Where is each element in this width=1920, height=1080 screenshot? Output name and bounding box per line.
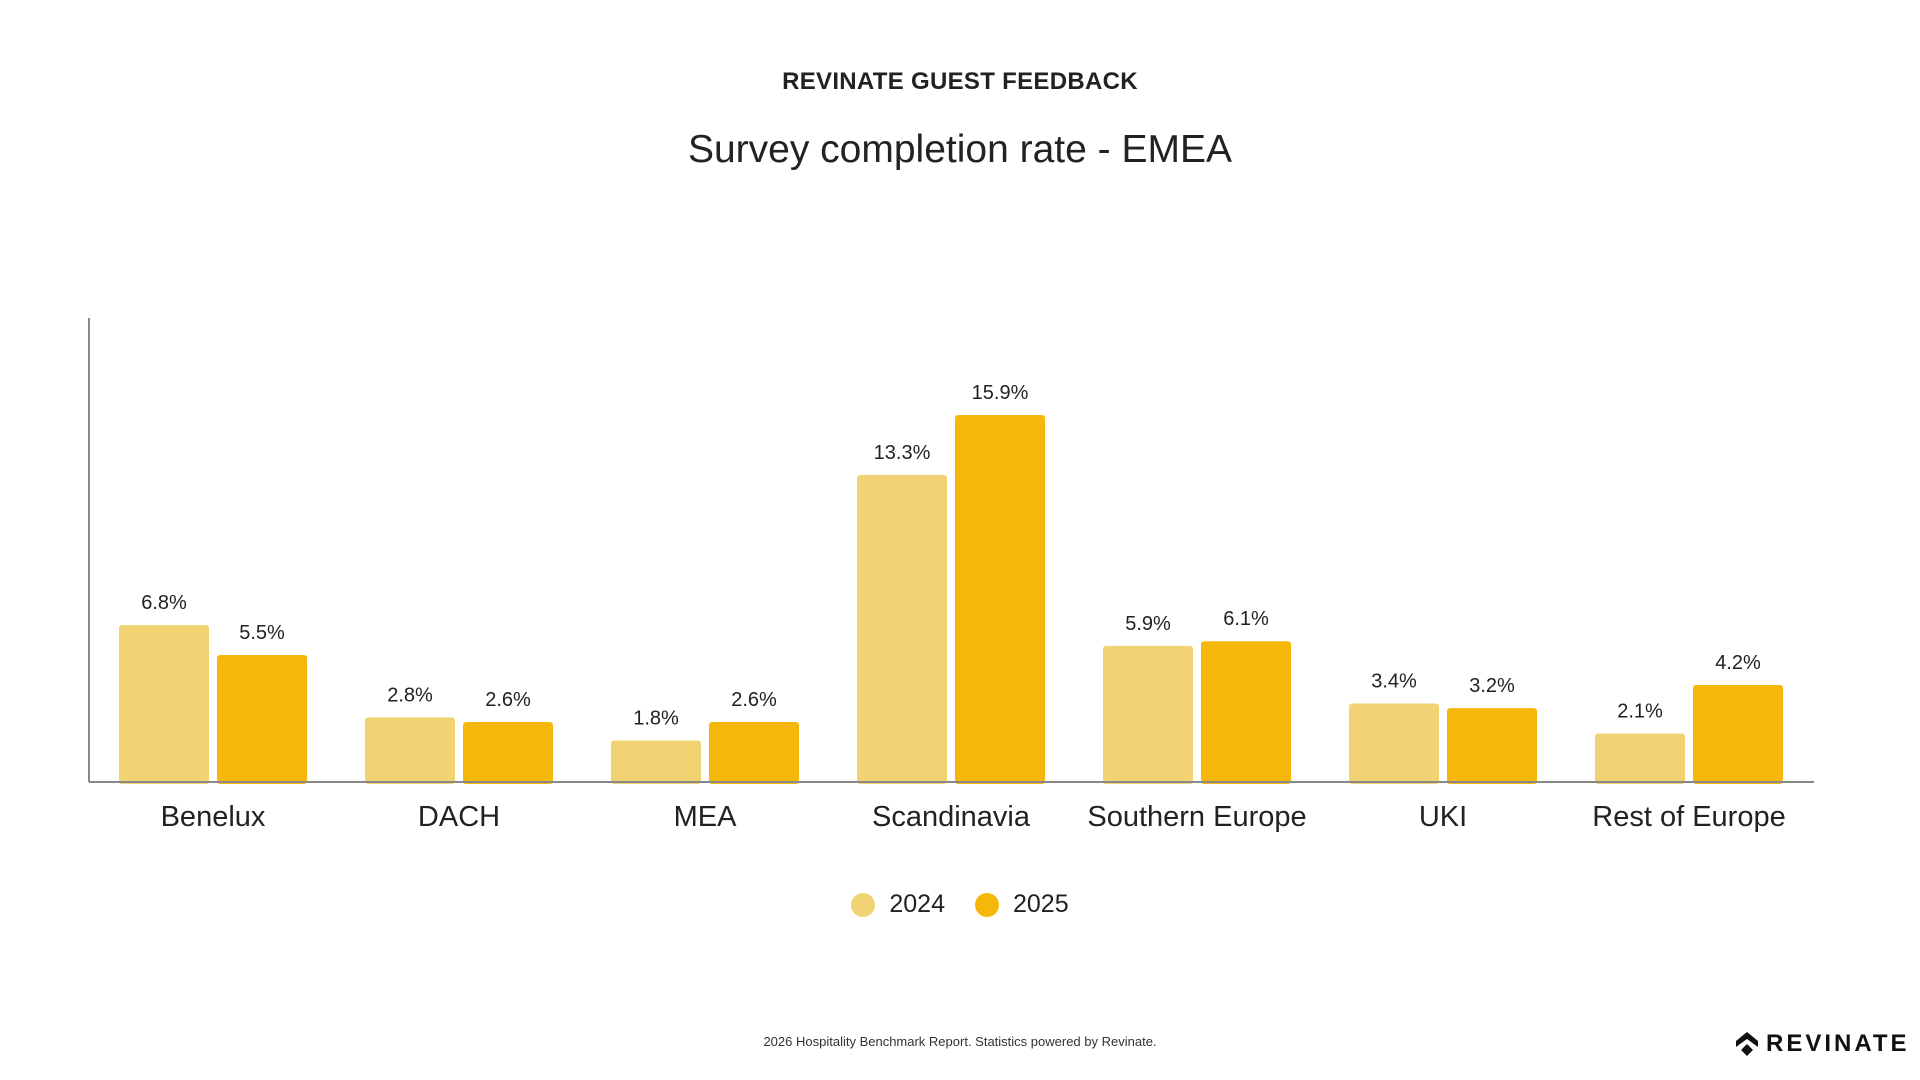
data-label: 1.8% — [633, 707, 679, 729]
chart-title: Survey completion rate - EMEA — [687, 128, 1233, 171]
bar-2024-scandinavia — [857, 475, 947, 784]
bar-2025-uki — [1447, 708, 1537, 784]
logo-text: REVINATE — [1766, 1030, 1910, 1057]
legend-item-2024: 2024 — [851, 890, 945, 919]
legend: 2024 2025 — [0, 890, 1920, 919]
bar-2025-dach — [463, 721, 553, 784]
legend-swatch-2024 — [851, 892, 876, 917]
category-label: Southern Europe — [1087, 801, 1306, 833]
data-label: 6.8% — [141, 592, 187, 614]
data-label: 2.8% — [387, 684, 433, 706]
data-label: 5.9% — [1125, 613, 1171, 635]
legend-swatch-2025 — [975, 892, 999, 917]
data-label: 15.9% — [972, 382, 1029, 404]
bar-2025-rest-of-europe — [1693, 685, 1783, 784]
data-label: 3.2% — [1469, 675, 1515, 697]
legend-label-2024: 2024 — [889, 890, 945, 918]
bar-2024-dach — [365, 717, 455, 784]
bar-2024-uki — [1349, 703, 1439, 784]
revinate-logo: REVINATE — [1736, 1030, 1910, 1058]
data-label: 2.6% — [731, 689, 777, 711]
data-label: 6.1% — [1223, 608, 1269, 630]
legend-item-2025: 2025 — [975, 890, 1069, 919]
bar-2024-benelux — [119, 625, 209, 784]
legend-label-2025: 2025 — [1013, 890, 1069, 918]
bar-2024-rest-of-europe — [1595, 733, 1685, 784]
data-label: 5.5% — [239, 622, 285, 644]
chart-kicker: REVINATE GUEST FEEDBACK — [782, 68, 1138, 95]
footer-note: 2026 Hospitality Benchmark Report. Stati… — [763, 1034, 1157, 1049]
bar-2025-scandinavia — [955, 415, 1045, 784]
category-label: DACH — [418, 801, 500, 833]
revinate-logo-icon — [1736, 1032, 1758, 1056]
data-label: 2.1% — [1617, 701, 1663, 723]
bar-2024-mea — [611, 740, 701, 784]
category-label: Benelux — [161, 801, 266, 833]
bar-2025-southern-europe — [1201, 641, 1291, 784]
data-label: 2.6% — [485, 689, 531, 711]
category-label: Scandinavia — [872, 801, 1031, 833]
category-label: Rest of Europe — [1592, 801, 1785, 833]
data-label: 13.3% — [874, 442, 931, 464]
data-label: 4.2% — [1715, 652, 1761, 674]
bar-2024-southern-europe — [1103, 645, 1193, 784]
data-label: 3.4% — [1371, 671, 1417, 693]
category-label: UKI — [1419, 801, 1467, 833]
bar-2025-mea — [709, 721, 799, 784]
bar-2025-benelux — [217, 655, 307, 784]
category-label: MEA — [674, 801, 738, 833]
